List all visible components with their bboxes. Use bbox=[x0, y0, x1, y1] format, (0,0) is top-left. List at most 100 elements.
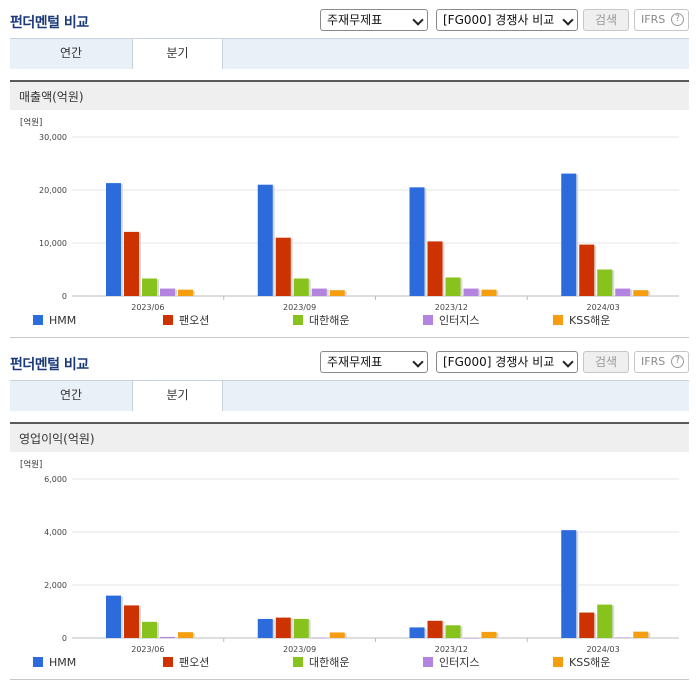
help-icon: ? bbox=[671, 355, 684, 368]
legend-label: 팬오션 bbox=[179, 314, 209, 327]
legend-label: HMM bbox=[49, 314, 76, 327]
bar-HMM-2024/03 bbox=[561, 530, 577, 638]
search-button[interactable]: 검색 bbox=[583, 351, 629, 373]
y-tick-label: 6,000 bbox=[44, 475, 67, 484]
chevron-down-icon bbox=[562, 356, 574, 368]
period-tabs: 연간 분기 bbox=[10, 380, 689, 411]
chart-subtitle: 영업이익(억원) bbox=[19, 432, 95, 446]
y-unit-label: [억원] bbox=[20, 117, 42, 128]
y-tick-label: 4,000 bbox=[44, 528, 67, 537]
legend-label: KSS해운 bbox=[569, 313, 610, 327]
chevron-down-icon bbox=[412, 356, 424, 368]
tab-quarterly[interactable]: 분기 bbox=[132, 380, 223, 411]
comparison-select-value: [FG000] 경쟁사 비교 bbox=[443, 13, 555, 27]
bar-대한해운-2023/09 bbox=[293, 618, 309, 638]
search-button[interactable]: 검색 bbox=[583, 9, 629, 31]
statement-select-value: 주재무제표 bbox=[327, 355, 383, 369]
bar-팬오션-2023/09 bbox=[275, 237, 291, 296]
chevron-down-icon bbox=[412, 14, 424, 26]
legend-label: HMM bbox=[49, 656, 76, 669]
revenue-panel: 펀더멘털 비교 주재무제표 [FG000] 경쟁사 비교 검색 IFRS ? 연… bbox=[10, 9, 689, 338]
legend-swatch bbox=[163, 315, 173, 325]
ifrs-label: IFRS bbox=[641, 355, 666, 368]
bar-인터지스-2023/06 bbox=[160, 288, 175, 296]
revenue-bar-chart: [억원] 0 10,000 20,000 30,000 2023/06 2023/09 202… bbox=[20, 117, 679, 327]
legend-swatch bbox=[33, 657, 43, 667]
y-tick-label: 0 bbox=[62, 634, 67, 643]
legend-swatch bbox=[293, 657, 303, 667]
y-tick-label: 2,000 bbox=[44, 581, 67, 590]
comparison-select-value: [FG000] 경쟁사 비교 bbox=[443, 355, 555, 369]
tab-annual[interactable]: 연간 bbox=[59, 388, 83, 402]
legend-label: 팬오션 bbox=[179, 656, 209, 669]
bar-KSS해운-2023/09 bbox=[329, 632, 345, 638]
bar-대한해운-2023/09 bbox=[293, 278, 309, 296]
y-unit-label: [억원] bbox=[20, 459, 42, 470]
tab-annual[interactable]: 연간 bbox=[59, 46, 83, 60]
bar-대한해운-2024/03 bbox=[597, 604, 613, 638]
panel-divider bbox=[10, 337, 689, 338]
bar-인터지스-2023/09 bbox=[311, 637, 327, 639]
legend-swatch bbox=[553, 315, 563, 325]
x-tick-label: 2024/03 bbox=[587, 303, 620, 312]
bar-팬오션-2023/06 bbox=[124, 231, 139, 296]
bar-인터지스-2023/12 bbox=[463, 288, 479, 296]
panel-title: 펀더멘털 비교 bbox=[10, 357, 89, 373]
bar-인터지스-2024/03 bbox=[615, 288, 631, 296]
bar-KSS해운-2024/03 bbox=[633, 631, 649, 638]
chevron-down-icon bbox=[562, 14, 574, 26]
x-tick-label: 2023/12 bbox=[435, 645, 468, 654]
bar-KSS해운-2023/09 bbox=[329, 290, 345, 296]
panel-title: 펀더멘털 비교 bbox=[10, 15, 89, 31]
ifrs-help-button[interactable]: IFRS ? bbox=[634, 351, 689, 373]
ifrs-help-button[interactable]: IFRS ? bbox=[634, 9, 689, 31]
bar-KSS해운-2023/06 bbox=[178, 632, 193, 638]
tab-quarterly[interactable]: 분기 bbox=[132, 38, 223, 69]
comparison-select[interactable]: [FG000] 경쟁사 비교 bbox=[436, 351, 578, 373]
bar-KSS해운-2023/06 bbox=[178, 289, 193, 296]
y-tick-label: 20,000 bbox=[39, 186, 67, 195]
x-tick-label: 2023/09 bbox=[283, 303, 316, 312]
period-tabs: 연간 분기 bbox=[10, 38, 689, 69]
legend-swatch bbox=[163, 657, 173, 667]
bar-대한해운-2023/06 bbox=[142, 621, 157, 638]
bar-팬오션-2023/12 bbox=[427, 620, 443, 638]
bar-팬오션-2023/06 bbox=[124, 605, 139, 638]
bar-HMM-2023/12 bbox=[409, 627, 425, 638]
bar-대한해운-2023/06 bbox=[142, 278, 157, 296]
statement-select[interactable]: 주재무제표 bbox=[320, 9, 428, 31]
bar-팬오션-2023/12 bbox=[427, 241, 443, 296]
bar-KSS해운-2023/12 bbox=[481, 631, 497, 638]
legend-label: 인터지스 bbox=[439, 314, 479, 327]
operating-profit-panel: 펀더멘털 비교 주재무제표 [FG000] 경쟁사 비교 검색 IFRS ? 연… bbox=[0, 342, 696, 684]
bar-인터지스-2023/06 bbox=[160, 636, 175, 638]
legend-label: KSS해운 bbox=[569, 655, 610, 669]
y-tick-label: 10,000 bbox=[39, 239, 67, 248]
chart-subtitle: 매출액(억원) bbox=[19, 90, 84, 104]
legend-swatch bbox=[33, 315, 43, 325]
bar-대한해운-2024/03 bbox=[597, 269, 613, 296]
x-tick-label: 2024/03 bbox=[587, 645, 620, 654]
statement-select-value: 주재무제표 bbox=[327, 13, 383, 27]
legend-swatch bbox=[553, 657, 563, 667]
bar-대한해운-2023/12 bbox=[445, 277, 461, 296]
bar-팬오션-2024/03 bbox=[579, 612, 595, 638]
y-tick-label: 0 bbox=[62, 292, 67, 301]
x-tick-label: 2023/09 bbox=[283, 645, 316, 654]
help-icon: ? bbox=[671, 13, 684, 26]
bar-대한해운-2023/12 bbox=[445, 625, 461, 638]
legend-label: 대한해운 bbox=[309, 313, 349, 327]
bar-HMM-2023/09 bbox=[257, 184, 273, 296]
bar-인터지스-2023/09 bbox=[311, 288, 327, 296]
x-tick-label: 2023/06 bbox=[131, 645, 164, 654]
bar-인터지스-2024/03 bbox=[615, 637, 631, 638]
operating-profit-bar-chart: [억원] 0 2,000 4,000 6,000 2023/06 2023/09 2023/1… bbox=[20, 459, 679, 669]
comparison-select[interactable]: [FG000] 경쟁사 비교 bbox=[436, 9, 578, 31]
legend-label: 인터지스 bbox=[439, 656, 479, 669]
statement-select[interactable]: 주재무제표 bbox=[320, 351, 428, 373]
bar-HMM-2024/03 bbox=[561, 173, 577, 296]
bar-HMM-2023/06 bbox=[106, 595, 121, 638]
x-tick-label: 2023/12 bbox=[435, 303, 468, 312]
ifrs-label: IFRS bbox=[641, 13, 666, 26]
y-tick-label: 30,000 bbox=[39, 133, 67, 142]
